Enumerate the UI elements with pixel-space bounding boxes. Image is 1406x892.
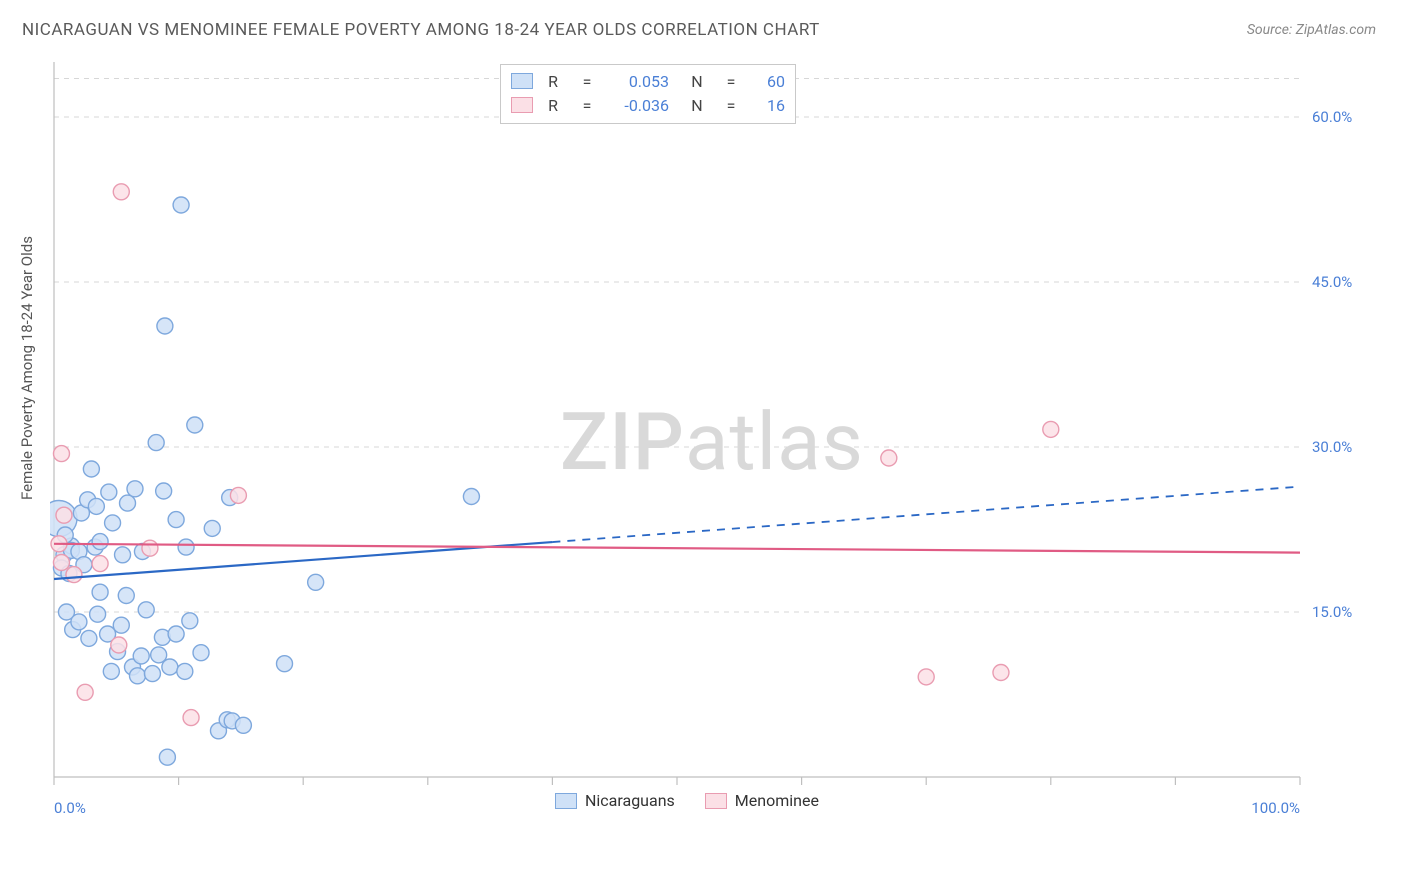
- point-nicaraguans: [118, 588, 134, 604]
- point-nicaraguans: [159, 749, 175, 765]
- point-nicaraguans: [138, 602, 154, 618]
- point-menominee: [1043, 421, 1059, 437]
- point-nicaraguans: [92, 534, 108, 550]
- series-legend: Nicaraguans Menominee: [555, 791, 819, 810]
- swatch-menominee: [511, 97, 533, 113]
- point-nicaraguans: [187, 417, 203, 433]
- point-nicaraguans: [178, 539, 194, 555]
- point-nicaraguans: [193, 645, 209, 661]
- point-nicaraguans: [88, 498, 104, 514]
- point-nicaraguans: [177, 663, 193, 679]
- legend-stat-nicaraguans: R = 0.053 N = 60: [511, 69, 785, 93]
- eq: =: [717, 96, 745, 115]
- point-nicaraguans: [92, 584, 108, 600]
- source-name: ZipAtlas.com: [1296, 22, 1376, 38]
- eq: =: [573, 96, 601, 115]
- point-nicaraguans: [162, 659, 178, 675]
- point-nicaraguans: [144, 666, 160, 682]
- point-nicaraguans: [113, 617, 129, 633]
- point-nicaraguans: [129, 668, 145, 684]
- eq: =: [573, 72, 601, 91]
- point-nicaraguans: [156, 483, 172, 499]
- y-axis-label: Female Poverty Among 18-24 Year Olds: [18, 236, 36, 500]
- point-nicaraguans: [115, 547, 131, 563]
- trendline-nicaraguans-extrapolated: [552, 487, 1300, 542]
- point-menominee: [113, 184, 129, 200]
- point-nicaraguans: [83, 461, 99, 477]
- point-menominee: [881, 450, 897, 466]
- point-nicaraguans: [105, 515, 121, 531]
- r-label: R: [539, 72, 567, 91]
- point-nicaraguans: [168, 512, 184, 528]
- y-tick-label: 60.0%: [1312, 108, 1352, 126]
- point-menominee: [918, 669, 934, 685]
- point-menominee: [230, 487, 246, 503]
- point-nicaraguans: [182, 613, 198, 629]
- point-nicaraguans: [308, 574, 324, 590]
- source-prefix: Source:: [1247, 22, 1296, 38]
- legend-stat-menominee: R = -0.036 N = 16: [511, 93, 785, 117]
- point-nicaraguans: [103, 663, 119, 679]
- y-tick-label: 45.0%: [1312, 273, 1352, 291]
- r-value-nicaraguans: 0.053: [607, 72, 669, 91]
- r-value-menominee: -0.036: [607, 96, 669, 115]
- chart-title: NICARAGUAN VS MENOMINEE FEMALE POVERTY A…: [22, 20, 820, 40]
- point-nicaraguans: [204, 520, 220, 536]
- point-menominee: [77, 684, 93, 700]
- point-nicaraguans: [81, 630, 97, 646]
- point-menominee: [53, 446, 69, 462]
- point-menominee: [142, 540, 158, 556]
- point-nicaraguans: [157, 318, 173, 334]
- swatch-nicaraguans: [555, 793, 577, 809]
- point-nicaraguans: [173, 197, 189, 213]
- point-nicaraguans: [463, 489, 479, 505]
- point-menominee: [993, 665, 1009, 681]
- point-menominee: [53, 555, 69, 571]
- legend-item-nicaraguans: Nicaraguans: [555, 791, 675, 810]
- swatch-menominee: [705, 793, 727, 809]
- point-nicaraguans: [120, 495, 136, 511]
- eq: =: [717, 72, 745, 91]
- point-nicaraguans: [101, 484, 117, 500]
- point-menominee: [111, 637, 127, 653]
- point-menominee: [56, 507, 72, 523]
- n-value-menominee: 16: [751, 96, 785, 115]
- source-attribution: Source: ZipAtlas.com: [1247, 22, 1376, 38]
- point-nicaraguans: [133, 648, 149, 664]
- r-label: R: [539, 96, 567, 115]
- n-label: N: [683, 96, 711, 115]
- correlation-legend: R = 0.053 N = 60 R = -0.036 N = 16: [500, 64, 796, 124]
- point-nicaraguans: [168, 626, 184, 642]
- point-menominee: [92, 556, 108, 572]
- point-nicaraguans: [277, 656, 293, 672]
- y-tick-label: 15.0%: [1312, 603, 1352, 621]
- point-nicaraguans: [148, 435, 164, 451]
- legend-label-nicaraguans: Nicaraguans: [585, 791, 675, 810]
- legend-item-menominee: Menominee: [705, 791, 819, 810]
- trendline-menominee: [54, 544, 1300, 553]
- point-menominee: [66, 567, 82, 583]
- n-label: N: [683, 72, 711, 91]
- y-tick-label: 30.0%: [1312, 438, 1352, 456]
- n-value-nicaraguans: 60: [751, 72, 785, 91]
- point-nicaraguans: [127, 481, 143, 497]
- x-tick-label: 0.0%: [54, 799, 86, 817]
- point-nicaraguans: [71, 614, 87, 630]
- x-tick-label: 100.0%: [1251, 799, 1300, 817]
- point-nicaraguans: [235, 717, 251, 733]
- correlation-chart: 15.0% 30.0% 45.0% 60.0% 0.0% 100.0%: [50, 62, 1370, 822]
- legend-label-menominee: Menominee: [735, 791, 819, 810]
- swatch-nicaraguans: [511, 73, 533, 89]
- point-menominee: [183, 710, 199, 726]
- point-nicaraguans: [90, 606, 106, 622]
